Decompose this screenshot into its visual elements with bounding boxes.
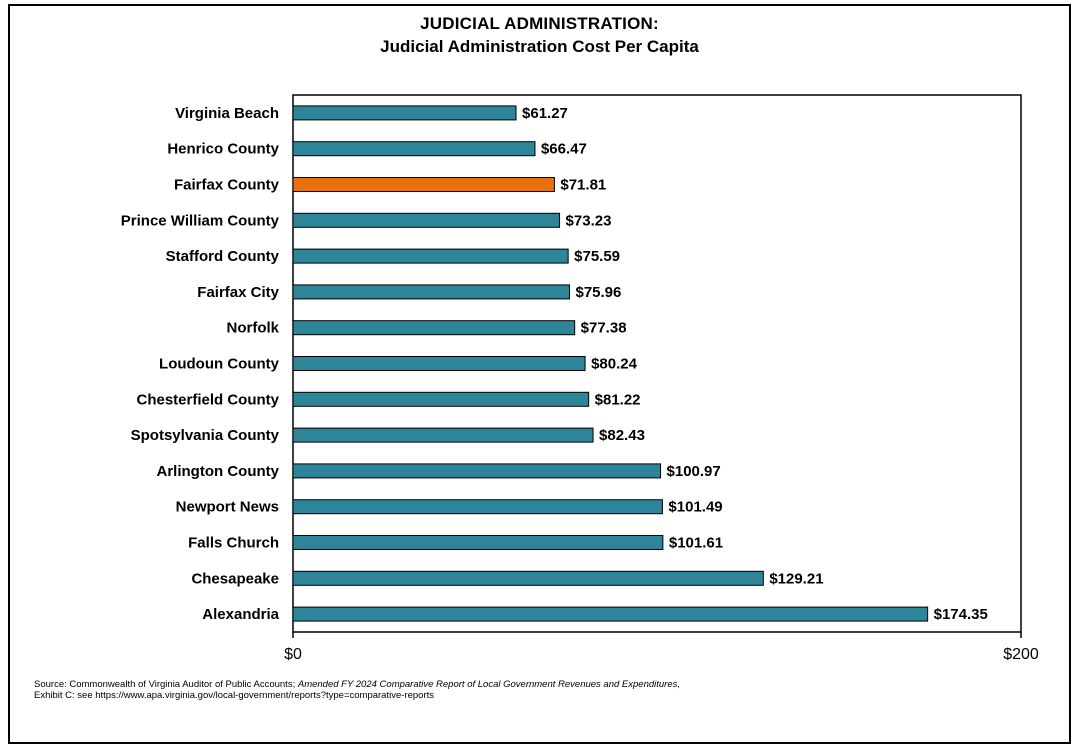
data-label: $82.43 [599, 427, 645, 444]
data-label: $80.24 [591, 356, 638, 373]
bar [292, 427, 594, 443]
bar [292, 606, 929, 622]
category-label: Fairfax City [197, 284, 279, 301]
data-label: $66.47 [541, 141, 587, 158]
x-tick-label: $200 [1003, 646, 1039, 663]
data-label: $75.59 [574, 248, 620, 265]
bar [292, 499, 663, 515]
category-label: Chesterfield County [136, 391, 279, 408]
data-label: $100.97 [667, 463, 721, 480]
category-label: Henrico County [167, 141, 279, 158]
category-label: Fairfax County [174, 177, 280, 194]
category-label: Spotsylvania County [131, 427, 280, 444]
bar [292, 535, 664, 550]
bar [292, 212, 561, 228]
category-label: Virginia Beach [175, 105, 279, 122]
x-tick-label: $0 [284, 646, 302, 663]
bar [292, 320, 576, 336]
source-line2: Exhibit C: see https://www.apa.virginia.… [34, 690, 434, 701]
bar [292, 284, 570, 300]
data-label: $77.38 [581, 320, 627, 337]
category-label: Norfolk [227, 320, 280, 337]
data-label: $174.35 [934, 606, 988, 623]
bar [292, 570, 764, 586]
source-note: Source: Commonwealth of Virginia Auditor… [34, 679, 680, 701]
chart-title: JUDICIAL ADMINISTRATION: [420, 14, 659, 33]
bar [292, 141, 536, 157]
bar [292, 105, 517, 121]
data-label: $73.23 [566, 212, 612, 229]
data-label: $61.27 [522, 105, 568, 122]
source-prefix: Source: Commonwealth of Virginia Auditor… [34, 679, 298, 690]
bar [292, 463, 662, 479]
category-label: Falls Church [188, 535, 279, 552]
category-label: Prince William County [121, 212, 280, 229]
data-label: $75.96 [575, 284, 621, 301]
chart-subtitle: Judicial Administration Cost Per Capita [380, 37, 699, 56]
data-label: $101.61 [669, 535, 723, 552]
category-label: Newport News [176, 499, 279, 516]
category-label: Stafford County [166, 248, 280, 265]
category-label: Chesapeake [191, 570, 279, 587]
data-label: $81.22 [595, 391, 641, 408]
category-label: Arlington County [157, 463, 280, 480]
bar [292, 177, 555, 192]
bar [292, 391, 590, 407]
category-label: Loudoun County [159, 356, 280, 373]
category-label: Alexandria [202, 606, 279, 623]
data-label: $101.49 [668, 499, 722, 516]
bar [292, 248, 569, 264]
bar [292, 356, 586, 371]
data-label: $129.21 [769, 570, 823, 587]
source-document: Amended FY 2024 Comparative Report of Lo… [297, 679, 681, 690]
data-label: $71.81 [560, 177, 606, 194]
